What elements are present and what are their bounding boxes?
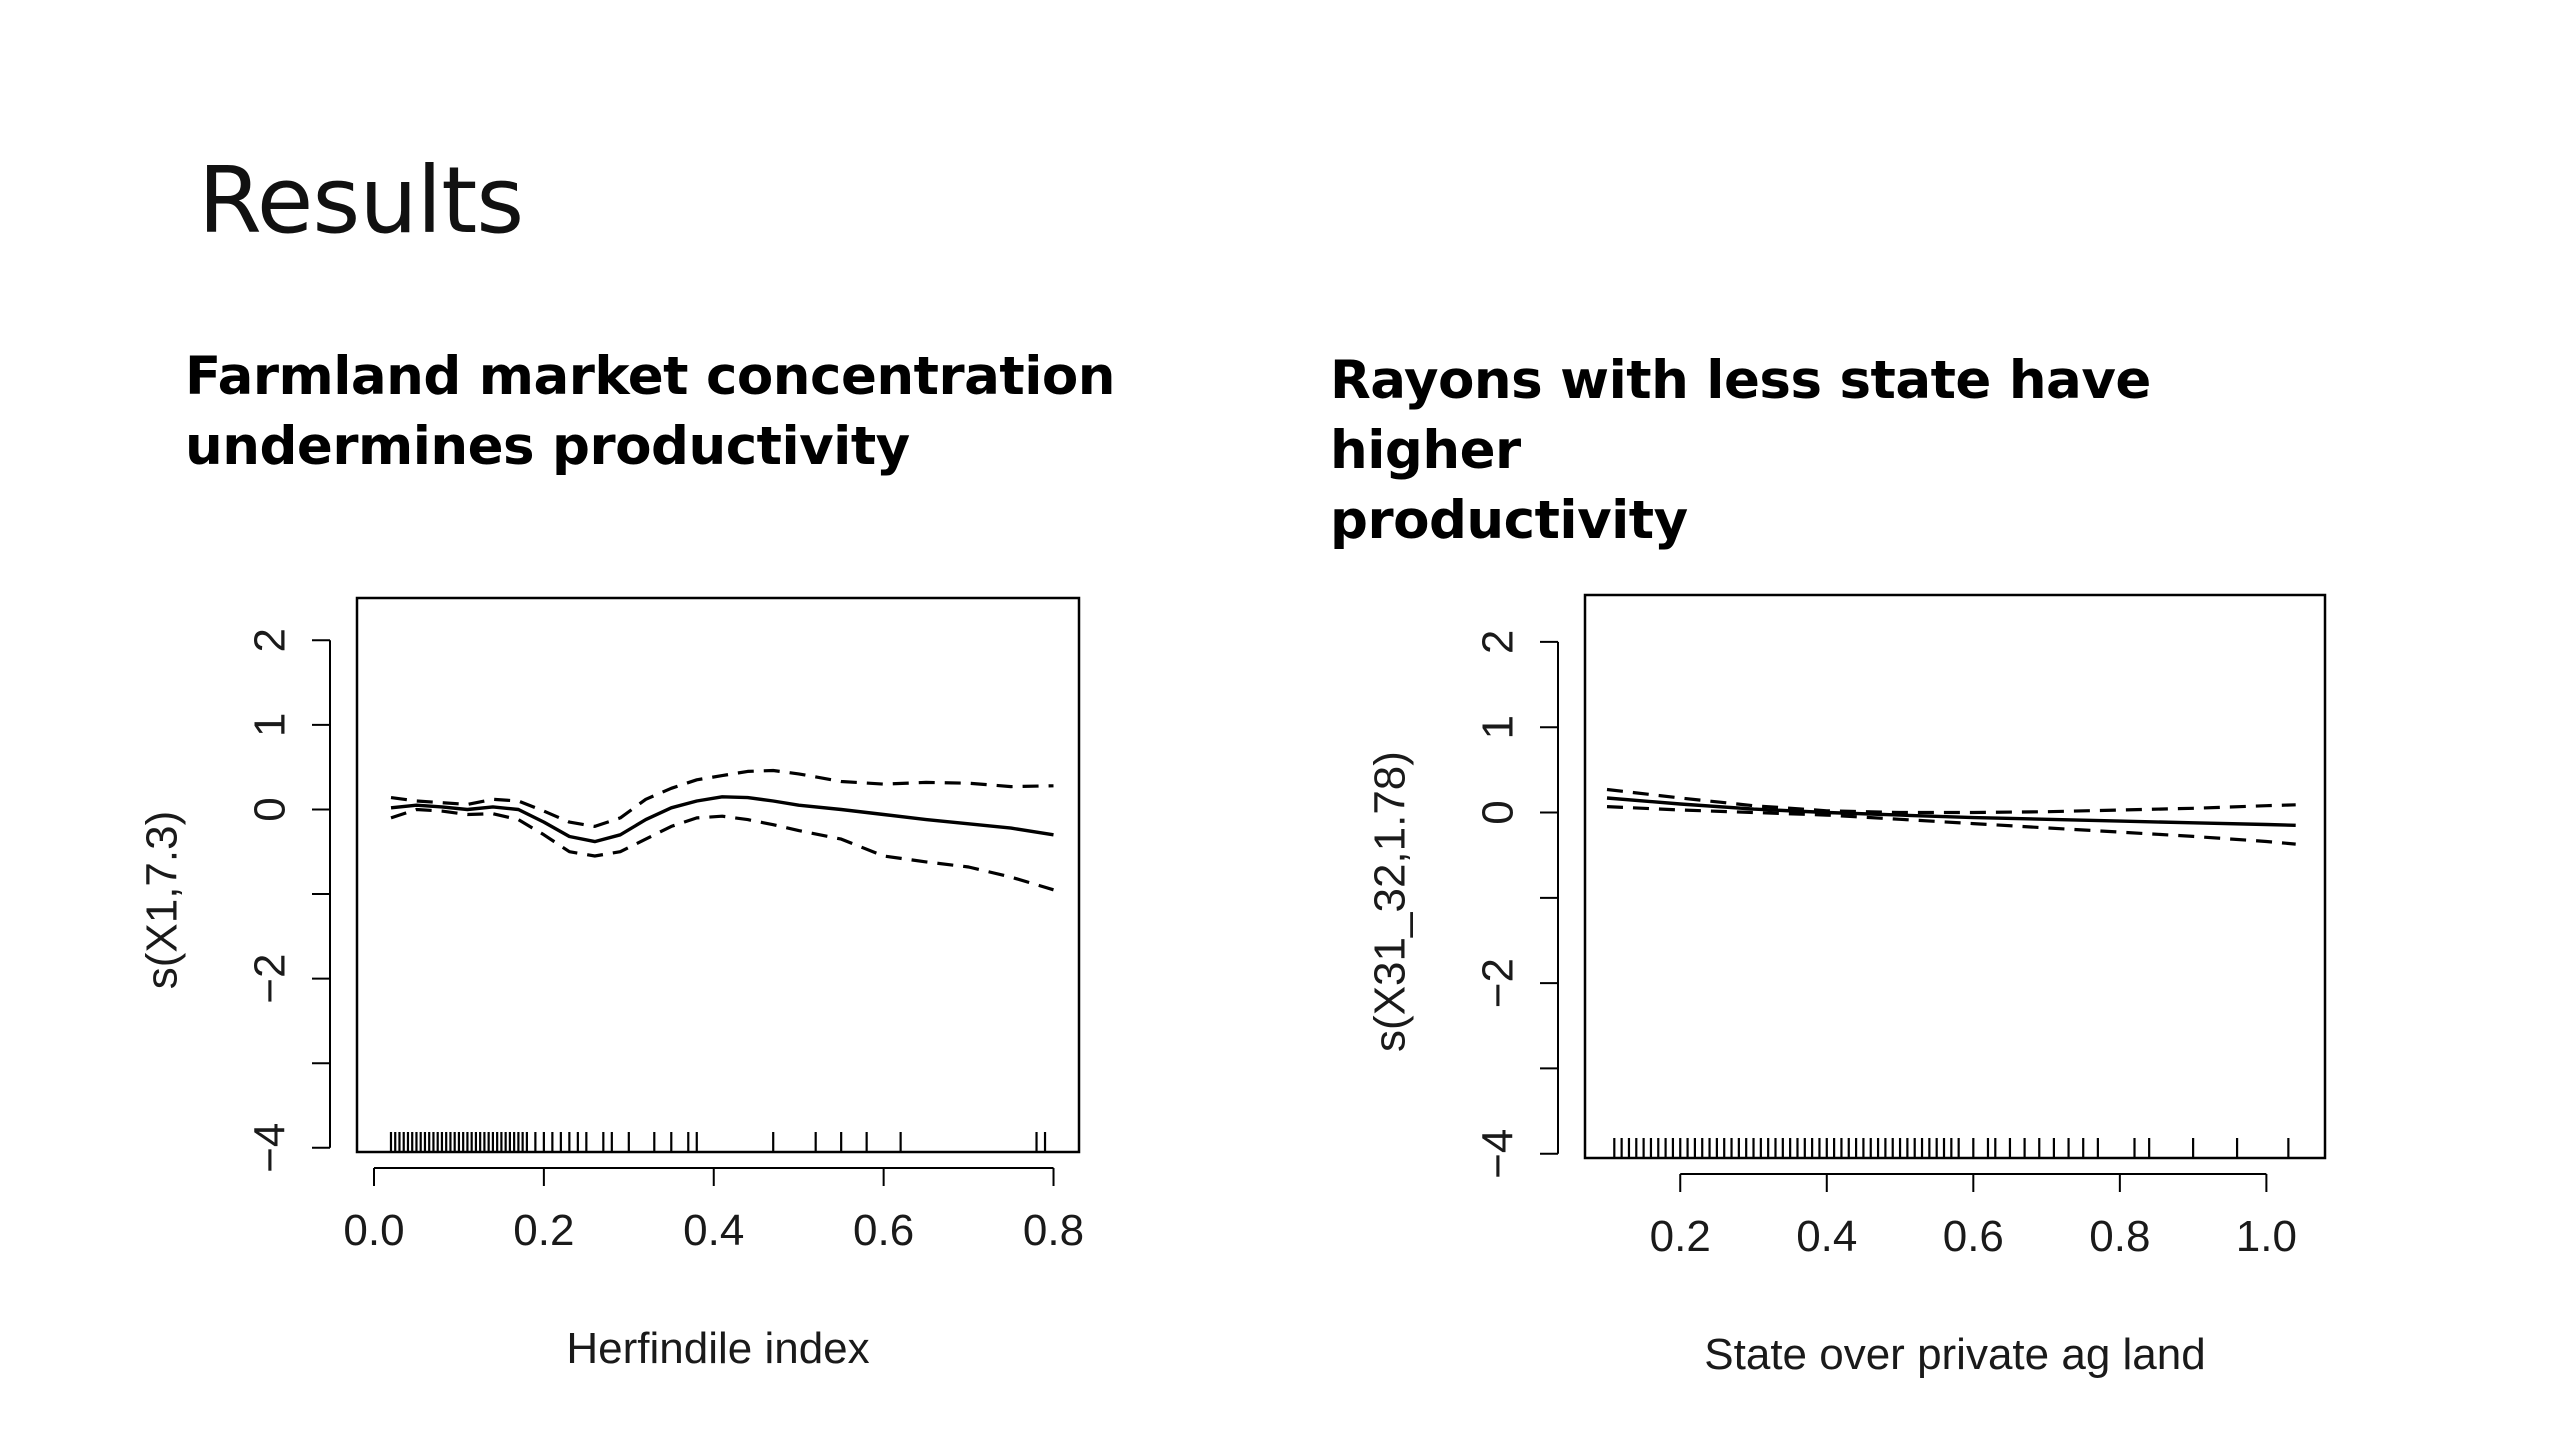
x-tick-label: 1.0 [2236, 1212, 2297, 1261]
x-tick-label: 0.6 [853, 1206, 914, 1255]
y-tick-label: −2 [246, 954, 295, 1004]
y-tick-label: 0 [1474, 800, 1523, 824]
y-tick-label: 1 [1474, 715, 1523, 739]
y-tick-label: −4 [1474, 1129, 1523, 1179]
x-tick-label: 0.2 [1650, 1212, 1711, 1261]
x-tick-label: 0.0 [343, 1206, 404, 1255]
confidence-band-line [1606, 805, 2296, 846]
x-tick-label: 0.8 [1023, 1206, 1084, 1255]
smooth-fit-line [1606, 796, 2296, 827]
y-tick-label: −4 [246, 1123, 295, 1173]
x-tick-label: 0.8 [2089, 1212, 2150, 1261]
plot-frame [355, 596, 1081, 1154]
right-subtitle-line-2: productivity [1330, 490, 1688, 551]
x-tick-label: 0.4 [683, 1206, 744, 1255]
x-tick-label: 0.2 [513, 1206, 574, 1255]
y-axis-label: s(X31_32,1.78) [1366, 751, 1415, 1052]
x-axis-label: State over private ag land [1704, 1330, 2205, 1379]
confidence-band-line [390, 768, 1054, 829]
left-subtitle-line-1: Farmland market concentration [185, 346, 1116, 407]
x-tick-label: 0.4 [1796, 1212, 1857, 1261]
left-panel-subtitle: Farmland market concentration undermines… [185, 342, 1185, 482]
y-tick-label: −2 [1474, 958, 1523, 1008]
smooth-fit-line [390, 795, 1054, 844]
confidence-band-line [1606, 787, 2296, 815]
confidence-band-line [390, 807, 1054, 892]
y-axis-label: s(X1,7.3) [138, 811, 187, 990]
left-subtitle-line-2: undermines productivity [185, 416, 910, 477]
y-tick-label: 1 [246, 713, 295, 737]
chart-herfindahl: 0.0 0.2 0.4 0.6 0.8 Herfindile index −4 −2 0 1 2 s(… [138, 596, 1084, 1373]
chart-state-land: 0.2 0.4 0.6 0.8 1.0 State over private ag lan… [1366, 593, 2327, 1379]
right-panel-subtitle: Rayons with less state have higher produ… [1330, 346, 2330, 556]
y-tick-label: 2 [1474, 630, 1523, 654]
x-axis-label: Herfindile index [566, 1324, 869, 1373]
y-tick-label: 2 [246, 628, 295, 652]
x-tick-label: 0.6 [1943, 1212, 2004, 1261]
right-subtitle-line-1: Rayons with less state have higher [1330, 350, 2151, 481]
slide-title: Results [198, 147, 524, 254]
plot-frame [1583, 593, 2327, 1160]
y-tick-label: 0 [246, 797, 295, 821]
